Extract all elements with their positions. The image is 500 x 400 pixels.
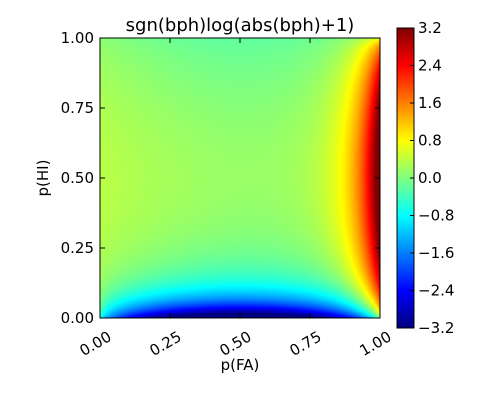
colorbar-tick-label: −1.6 [418, 244, 454, 262]
colorbar-tick-label: −2.4 [418, 282, 454, 300]
x-tick-label: 0.75 [287, 328, 325, 360]
y-tick-label: 0.25 [61, 239, 94, 257]
colorbar-tick-label: 1.6 [418, 94, 442, 112]
y-tick-label: 1.00 [61, 29, 94, 47]
colorbar-tick-label: 0.8 [418, 132, 442, 150]
chart-title: sgn(bph)log(abs(bph)+1) [126, 15, 355, 36]
x-axis-label: p(FA) [221, 356, 260, 374]
x-tick-label: 1.00 [357, 328, 395, 360]
colorbar-ticks: 3.2 2.4 1.6 0.8 0.0 −0.8 −1.6 −2.4 −3.2 [410, 19, 454, 337]
x-tick-label: 0.50 [217, 328, 255, 360]
colorbar-tick-label: 3.2 [418, 19, 442, 37]
colorbar-tick-label: 2.4 [418, 57, 442, 75]
colorbar-tick-label: −3.2 [418, 319, 454, 337]
y-tick-label: 0.00 [61, 309, 94, 327]
x-tick-label: 0.25 [147, 328, 185, 360]
x-tick-label: 0.00 [77, 328, 115, 360]
colorbar-tick-label: −0.8 [418, 207, 454, 225]
y-tick-label: 0.50 [61, 169, 94, 187]
heatmap-image-container [100, 38, 380, 318]
heatmap-image [100, 38, 380, 318]
colorbar-tick-label: 0.0 [418, 169, 442, 187]
y-axis-label: p(HI) [34, 160, 52, 197]
y-tick-label: 0.75 [61, 99, 94, 117]
